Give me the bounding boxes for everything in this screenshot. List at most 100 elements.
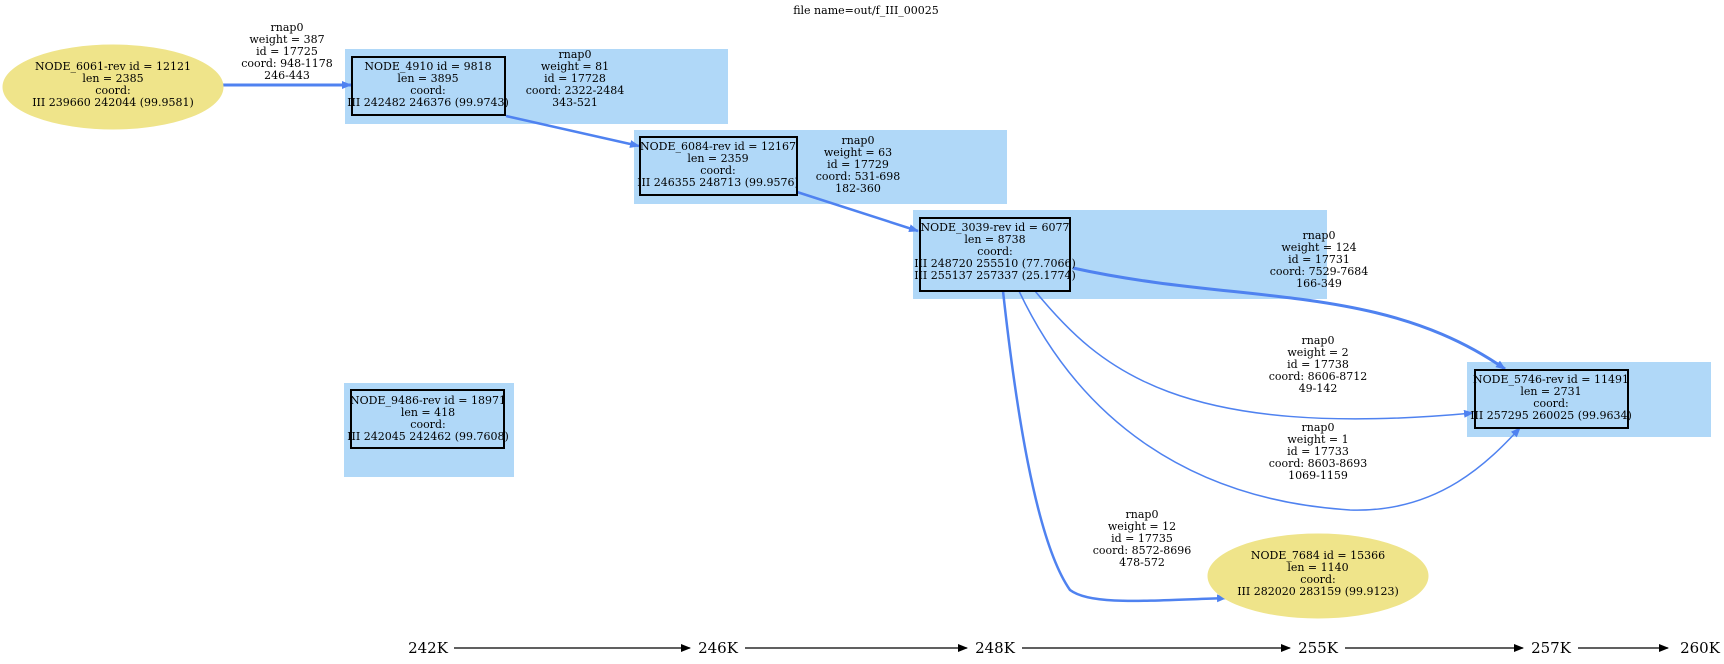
cluster-bg-3039 [913,210,1327,299]
edge-3039-5746-w124 [1072,266,1506,371]
label-line: 49-142 [1299,382,1338,395]
label-line: weight = 1 [1287,433,1348,446]
label-line: coord: [1300,573,1335,586]
cluster-bg-5746 [1467,362,1711,437]
label-line: NODE_7684 id = 15366 [1251,549,1385,562]
label-line: NODE_9486-rev id = 18971 [350,394,506,407]
node-9486-label[interactable]: NODE_9486-rev id = 18971 len = 418 coord: I… [347,394,509,443]
label-line: rnap0 [1302,334,1335,347]
label-line: len = 2731 [1520,385,1581,398]
edge-labels: rnap0 weight = 387 id = 17725 coord: 948-11… [241,21,1368,569]
node-5746-shape [1474,369,1629,429]
label-line: rnap0 [271,21,304,34]
label-line: coord: [700,164,735,177]
label-line: coord: 8606-8712 [1269,370,1368,383]
node-3039-label[interactable]: NODE_3039-rev id = 6077 len = 8738 coord: I… [914,221,1076,282]
label-line: rnap0 [1303,229,1336,242]
label-line: III 242045 242462 (99.7608) [347,430,509,443]
node-4910-shape [351,56,506,116]
label-line: rnap0 [842,134,875,147]
node-6061-label[interactable]: NODE_6061-rev id = 12121 len = 2385 coord:… [32,60,194,109]
label-line: NODE_5746-rev id = 11491 [1473,373,1629,386]
cluster-bg-4910 [345,49,728,124]
label-line: III 246355 248713 (99.9576) [637,176,799,189]
node-5746-label[interactable]: NODE_5746-rev id = 11491 len = 2731 coord:… [1470,373,1632,422]
label-line: III 257295 260025 (99.9634) [1470,409,1632,422]
axis-tick-label: 257K [1531,639,1572,657]
edge-3039-5746-w1 [1018,290,1521,511]
label-line: id = 17738 [1287,358,1349,371]
node-4910-label[interactable]: NODE_4910 id = 9818 len = 3895 coord: III 2… [347,60,509,109]
axis-tick-label: 246K [698,639,739,657]
label-line: NODE_4910 id = 9818 [364,60,491,73]
node-7684-shape [1207,533,1429,619]
label-line: len = 8738 [964,233,1025,246]
label-line: III 239660 242044 (99.9581) [32,96,194,109]
node-6084-shape [639,136,798,196]
axis-tick-label: 242K [408,639,449,657]
label-line: 1069-1159 [1288,469,1348,482]
label-line: NODE_6061-rev id = 12121 [35,60,191,73]
label-line: coord: 948-1178 [241,57,333,70]
label-line: III 255137 257337 (25.1774) [914,269,1076,282]
label-line: coord: [1533,397,1568,410]
label-line: coord: 531-698 [816,170,901,183]
label-line: id = 17728 [544,72,606,85]
node-6061-shape [2,44,224,130]
edge-6084-3039 [796,190,919,233]
label-line: len = 2359 [687,152,748,165]
label-line: coord: [977,245,1012,258]
label-line: rnap0 [1126,508,1159,521]
label-line: coord: 2322-2484 [526,84,625,97]
label-line: len = 1140 [1287,561,1348,574]
node-3039-shape [919,217,1071,292]
label-line: 343-521 [552,96,598,109]
label-line: rnap0 [1302,421,1335,434]
edges [223,81,1521,603]
label-line: NODE_3039-rev id = 6077 [921,221,1070,234]
label-line: NODE_6084-rev id = 12167 [640,140,796,153]
label-line: 246-443 [264,69,310,82]
cluster-bg-9486 [344,383,514,477]
edge-label-17725: rnap0 weight = 387 id = 17725 coord: 948-11… [241,21,333,82]
label-line: len = 3895 [397,72,458,85]
cluster-backgrounds [344,49,1711,477]
label-line: len = 2385 [82,72,143,85]
label-line: 478-572 [1119,556,1165,569]
label-line: III 248720 255510 (77.7066) [914,257,1076,270]
label-line: weight = 81 [541,60,609,73]
edge-label-17738: rnap0 weight = 2 id = 17738 coord: 8606-871… [1269,334,1368,395]
label-line: rnap0 [559,48,592,61]
label-line: id = 17725 [256,45,318,58]
nodes: NODE_6061-rev id = 12121 len = 2385 coord:… [2,44,1632,619]
label-line: coord: [410,84,445,97]
label-line: len = 418 [401,406,455,419]
edge-label-17733: rnap0 weight = 1 id = 17733 coord: 8603-869… [1269,421,1368,482]
node-7684-label[interactable]: NODE_7684 id = 15366 len = 1140 coord: III … [1237,549,1399,598]
label-line: 166-349 [1296,277,1342,290]
edge-label-17728: rnap0 weight = 81 id = 17728 coord: 2322-24… [526,48,625,109]
label-line: III 282020 283159 (99.9123) [1237,585,1399,598]
node-6084-label[interactable]: NODE_6084-rev id = 12167 len = 2359 coord:… [637,140,799,189]
cluster-bg-6084 [634,130,1007,204]
axis-tick-label: 255K [1298,639,1339,657]
node-9486-shape [350,389,505,449]
label-line: coord: 8603-8693 [1269,457,1368,470]
label-line: coord: 8572-8696 [1093,544,1192,557]
label-line: weight = 2 [1287,346,1348,359]
label-line: weight = 387 [249,33,324,46]
edge-label-17731: rnap0 weight = 124 id = 17731 coord: 7529-7… [1270,229,1369,290]
graph-title: file name=out/f_III_00025 [793,4,939,17]
label-line: coord: 7529-7684 [1270,265,1369,278]
label-line: coord: [95,84,130,97]
label-line: coord: [410,418,445,431]
edge-label-17735: rnap0 weight = 12 id = 17735 coord: 8572-86… [1093,508,1192,569]
label-line: III 242482 246376 (99.9743) [347,96,509,109]
label-line: weight = 63 [824,146,892,159]
position-axis: 242K 246K 248K 255K 257K 260K [408,639,1721,657]
label-line: 182-360 [835,182,881,195]
label-line: id = 17731 [1288,253,1350,266]
label-line: weight = 12 [1108,520,1176,533]
axis-tick-label: 248K [975,639,1016,657]
